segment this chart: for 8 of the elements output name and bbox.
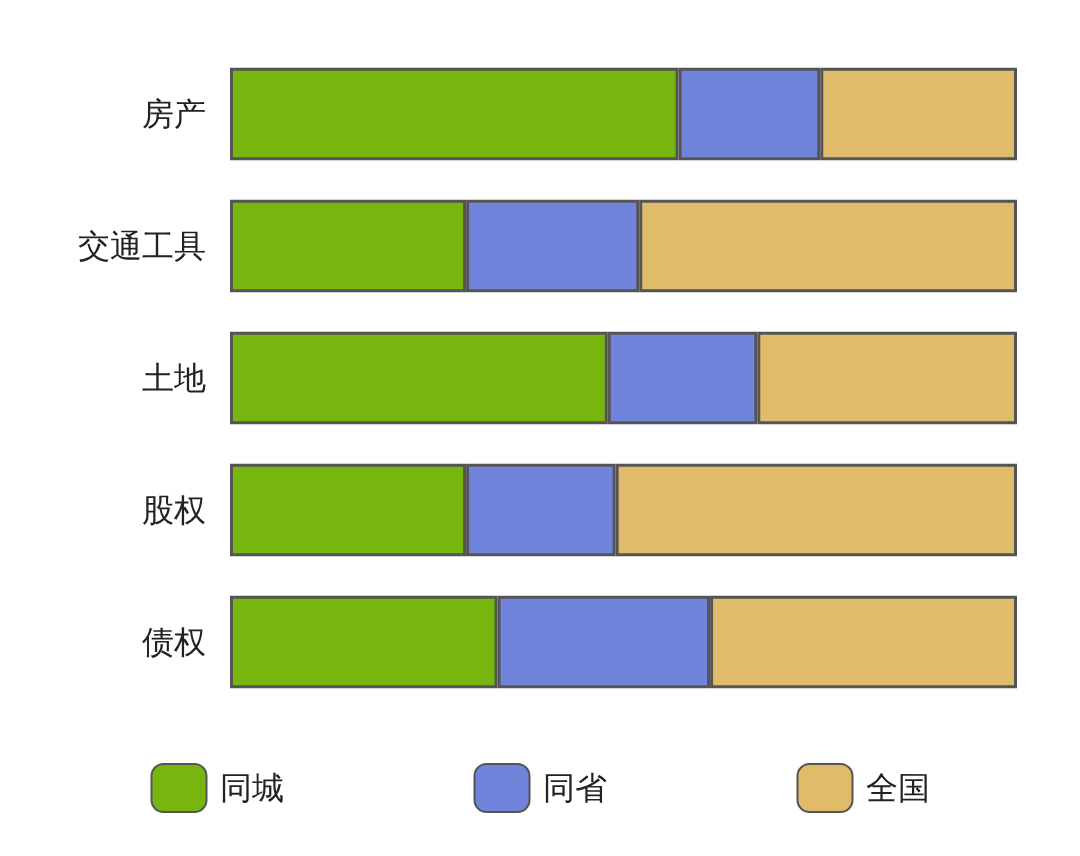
y-tick-label: 交通工具 bbox=[78, 227, 206, 265]
y-tick-label: 房产 bbox=[142, 95, 206, 133]
y-tick-label: 股权 bbox=[142, 491, 206, 529]
y-tick-label: 债权 bbox=[142, 623, 206, 661]
y-tick-label: 土地 bbox=[142, 359, 206, 397]
legend-label: 全国 bbox=[865, 769, 930, 807]
legend-label: 同城 bbox=[219, 769, 284, 807]
legend-label: 同省 bbox=[542, 769, 607, 807]
